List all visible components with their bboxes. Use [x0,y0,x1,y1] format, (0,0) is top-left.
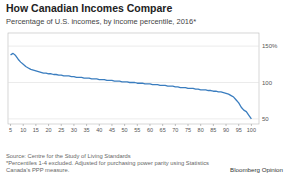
x-tick-label: 30 [71,127,77,133]
y-tick-label: 50 [262,116,269,122]
x-tick [162,124,163,126]
x-tick [149,124,150,126]
x-tick [188,124,189,126]
branding: Bloomberg Opinion [230,166,284,173]
x-tick [238,124,239,126]
x-tick-label: 85 [210,127,216,133]
x-tick [48,124,49,126]
x-tick [10,124,11,126]
x-tick [35,124,36,126]
x-tick [200,124,201,126]
x-tick-label: 40 [96,127,102,133]
x-tick-label: 90 [223,127,229,133]
y-tick-label: 100 [262,80,273,86]
data-line [11,53,252,119]
x-tick-label: 80 [198,127,204,133]
x-tick-label: 95 [236,127,242,133]
x-tick-label: 70 [172,127,178,133]
x-tick-label: 55 [134,127,140,133]
x-tick [213,124,214,126]
x-tick-label: 100 [247,127,256,133]
x-tick-label: 20 [46,127,52,133]
chart: How Canadian Incomes Compare Percentage o… [0,0,289,175]
x-tick-label: 75 [185,127,191,133]
y-tick-label: 150% [262,43,278,49]
x-tick-label: 5 [9,127,12,133]
grid-line [8,46,259,47]
x-tick-label: 50 [122,127,128,133]
x-tick [86,124,87,126]
x-tick-label: 10 [20,127,26,133]
x-tick [175,124,176,126]
x-tick [99,124,100,126]
grid-line [8,118,259,119]
title: How Canadian Incomes Compare [6,2,172,14]
plot-area [11,53,252,119]
x-tick-label: 35 [84,127,90,133]
x-tick-label: 25 [58,127,64,133]
x-tick [137,124,138,126]
x-tick [124,124,125,126]
subtitle: Percentage of U.S. incomes, by income pe… [6,17,196,26]
x-tick-label: 60 [147,127,153,133]
x-tick [111,124,112,126]
plot-frame [8,33,259,124]
x-tick-label: 65 [160,127,166,133]
x-tick [61,124,62,126]
source: Source: Centre for the Study of Living S… [6,153,209,173]
x-tick-label: 15 [33,127,39,133]
x-tick [73,124,74,126]
x-tick [23,124,24,126]
x-tick [251,124,252,126]
x-tick [226,124,227,126]
x-tick-label: 45 [109,127,115,133]
